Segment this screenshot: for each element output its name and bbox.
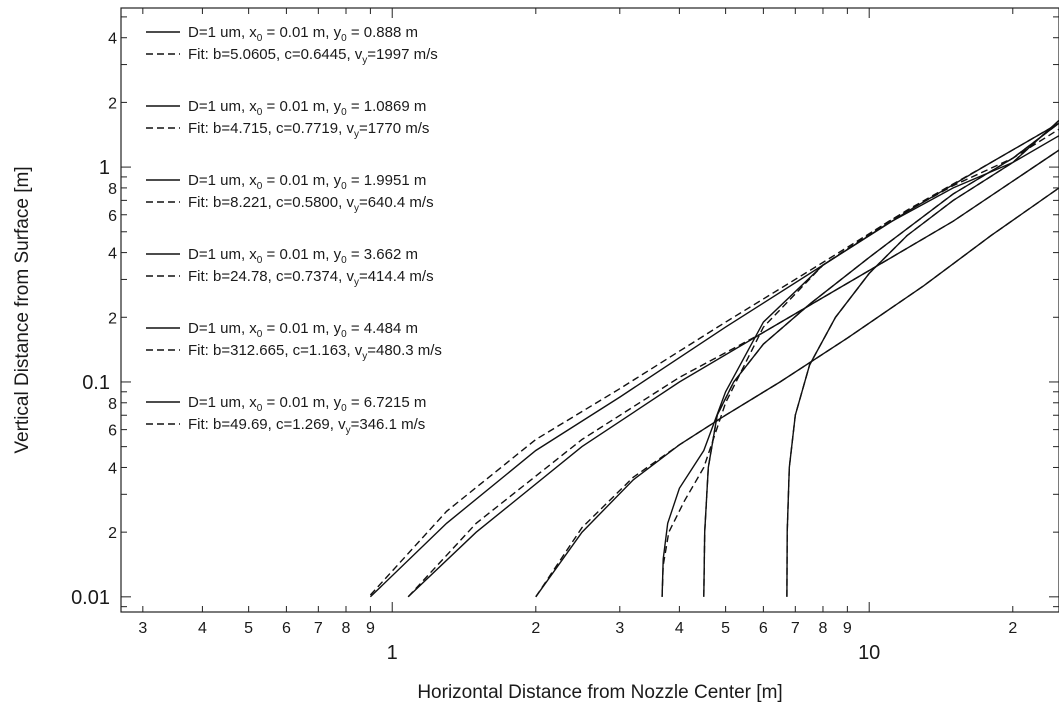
x-tick-label: 3 xyxy=(138,620,147,637)
legend-label: D=1 um, x0 = 0.01 m, y0 = 1.9951 m xyxy=(188,172,426,192)
y-tick-label: 6 xyxy=(108,423,117,440)
x-tick-label: 10 xyxy=(858,642,880,664)
x-tick-label: 6 xyxy=(759,620,768,637)
x-tick-label: 8 xyxy=(819,620,828,637)
legend-label: Fit: b=24.78, c=0.7374, vy=414.4 m/s xyxy=(188,268,434,288)
x-tick-label: 7 xyxy=(314,620,323,637)
y-tick-label: 4 xyxy=(108,460,117,477)
legend-label: D=1 um, x0 = 0.01 m, y0 = 1.0869 m xyxy=(188,98,426,118)
y-tick-label: 1 xyxy=(99,157,110,179)
x-tick-label: 3 xyxy=(615,620,624,637)
fit-curve-2 xyxy=(407,149,1059,598)
legend-label: Fit: b=49.69, c=1.269, vy=346.1 m/s xyxy=(188,416,425,436)
legend-label: Fit: b=312.665, c=1.163, vy=480.3 m/s xyxy=(188,342,442,362)
y-tick-label: 8 xyxy=(108,396,117,413)
x-tick-label: 1 xyxy=(387,642,398,664)
y-tick-label: 4 xyxy=(108,246,117,263)
x-tick-label: 4 xyxy=(198,620,207,637)
y-tick-label: 6 xyxy=(108,208,117,225)
y-tick-label: 2 xyxy=(108,525,117,542)
legend-label: D=1 um, x0 = 0.01 m, y0 = 3.662 m xyxy=(188,246,418,266)
x-tick-label: 4 xyxy=(675,620,684,637)
y-axis-ticks: 0.01 2 4 6 8 0.1 2 4 6 8 1 2 4 xyxy=(71,16,1059,609)
x-tick-label: 9 xyxy=(366,620,375,637)
legend-label: D=1 um, x0 = 0.01 m, y0 = 0.888 m xyxy=(188,24,418,44)
x-tick-label: 8 xyxy=(342,620,351,637)
y-tick-label: 8 xyxy=(108,181,117,198)
data-curve-5 xyxy=(703,122,1059,597)
legend-label: D=1 um, x0 = 0.01 m, y0 = 6.7215 m xyxy=(188,394,426,414)
legend-label: Fit: b=4.715, c=0.7719, vy=1770 m/s xyxy=(188,120,429,140)
fit-curve-4 xyxy=(661,128,1059,597)
fit-curve-5 xyxy=(703,122,1059,597)
fit-curve-6 xyxy=(786,119,1059,597)
y-tick-label: 2 xyxy=(108,310,117,327)
y-axis-title: Vertical Distance from Surface [m] xyxy=(12,166,33,453)
x-axis-title: Horizontal Distance from Nozzle Center [… xyxy=(417,682,782,703)
legend-label: Fit: b=8.221, c=0.5800, vy=640.4 m/s xyxy=(188,194,434,214)
data-curve-6 xyxy=(786,119,1059,597)
data-curve-2 xyxy=(407,149,1059,598)
x-tick-label: 6 xyxy=(282,620,291,637)
legend-label: Fit: b=5.0605, c=0.6445, vy=1997 m/s xyxy=(188,46,438,66)
x-tick-label: 2 xyxy=(531,620,540,637)
legend-label: D=1 um, x0 = 0.01 m, y0 = 4.484 m xyxy=(188,320,418,340)
series-curves xyxy=(369,119,1059,598)
y-tick-label: 0.1 xyxy=(82,372,110,394)
data-curve-4 xyxy=(661,135,1059,597)
y-tick-label: 4 xyxy=(108,31,117,48)
x-tick-label: 9 xyxy=(843,620,852,637)
y-tick-label: 0.01 xyxy=(71,587,110,609)
x-tick-label: 5 xyxy=(721,620,730,637)
x-tick-label: 2 xyxy=(1008,620,1017,637)
data-curve-1 xyxy=(369,122,1059,598)
x-tick-label: 5 xyxy=(244,620,253,637)
y-tick-label: 2 xyxy=(108,95,117,112)
x-tick-label: 7 xyxy=(791,620,800,637)
fit-curve-1 xyxy=(369,122,1059,596)
fit-curve-3 xyxy=(535,187,1059,598)
plot-area-frame xyxy=(120,7,1059,613)
